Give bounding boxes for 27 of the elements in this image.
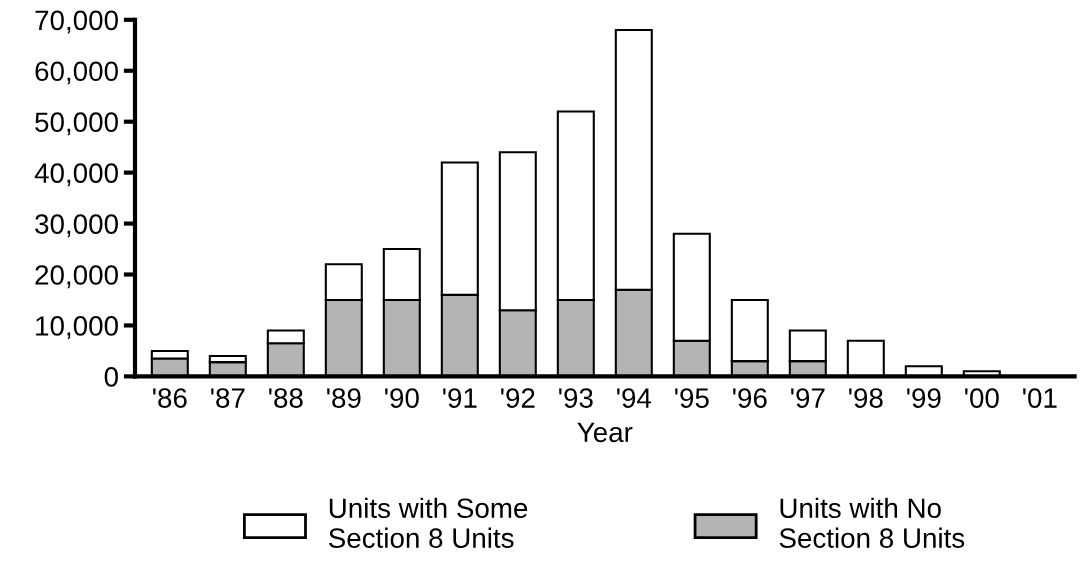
x-tick-label: '90: [385, 388, 419, 408]
x-tick-label: '97: [791, 388, 825, 408]
x-tick-label: '89: [327, 388, 361, 408]
x-tick-label: '92: [501, 388, 535, 408]
x-tick-label: '99: [907, 388, 941, 408]
legend-label: Units with No Section 8 Units: [779, 497, 965, 548]
y-tick-label: 70,000: [35, 10, 118, 34]
x-tick-label: '98: [849, 388, 883, 408]
x-tick-label: '91: [443, 388, 477, 408]
y-tick-label: 0: [104, 367, 118, 387]
x-tick-label: '01: [1023, 388, 1057, 408]
y-tick-label: 50,000: [35, 112, 118, 136]
y-tick-label: 30,000: [35, 214, 118, 238]
x-tick-label: '86: [153, 388, 187, 408]
x-tick-label: '93: [559, 388, 593, 408]
y-tick-label: 10,000: [36, 316, 118, 340]
legend-label: Units with Some Section 8 Units: [328, 497, 528, 548]
x-tick-label: '94: [617, 388, 652, 408]
y-tick-label: 20,000: [35, 265, 118, 289]
y-tick-label: 40,000: [34, 163, 118, 187]
x-axis-title: Year: [577, 422, 633, 443]
x-tick-label: '88: [269, 388, 303, 408]
x-tick-label: '95: [675, 388, 709, 408]
x-tick-label: '87: [211, 388, 245, 408]
x-tick-label: '00: [965, 388, 999, 408]
y-tick-label: 60,000: [35, 61, 118, 85]
x-tick-label: '96: [733, 388, 767, 408]
